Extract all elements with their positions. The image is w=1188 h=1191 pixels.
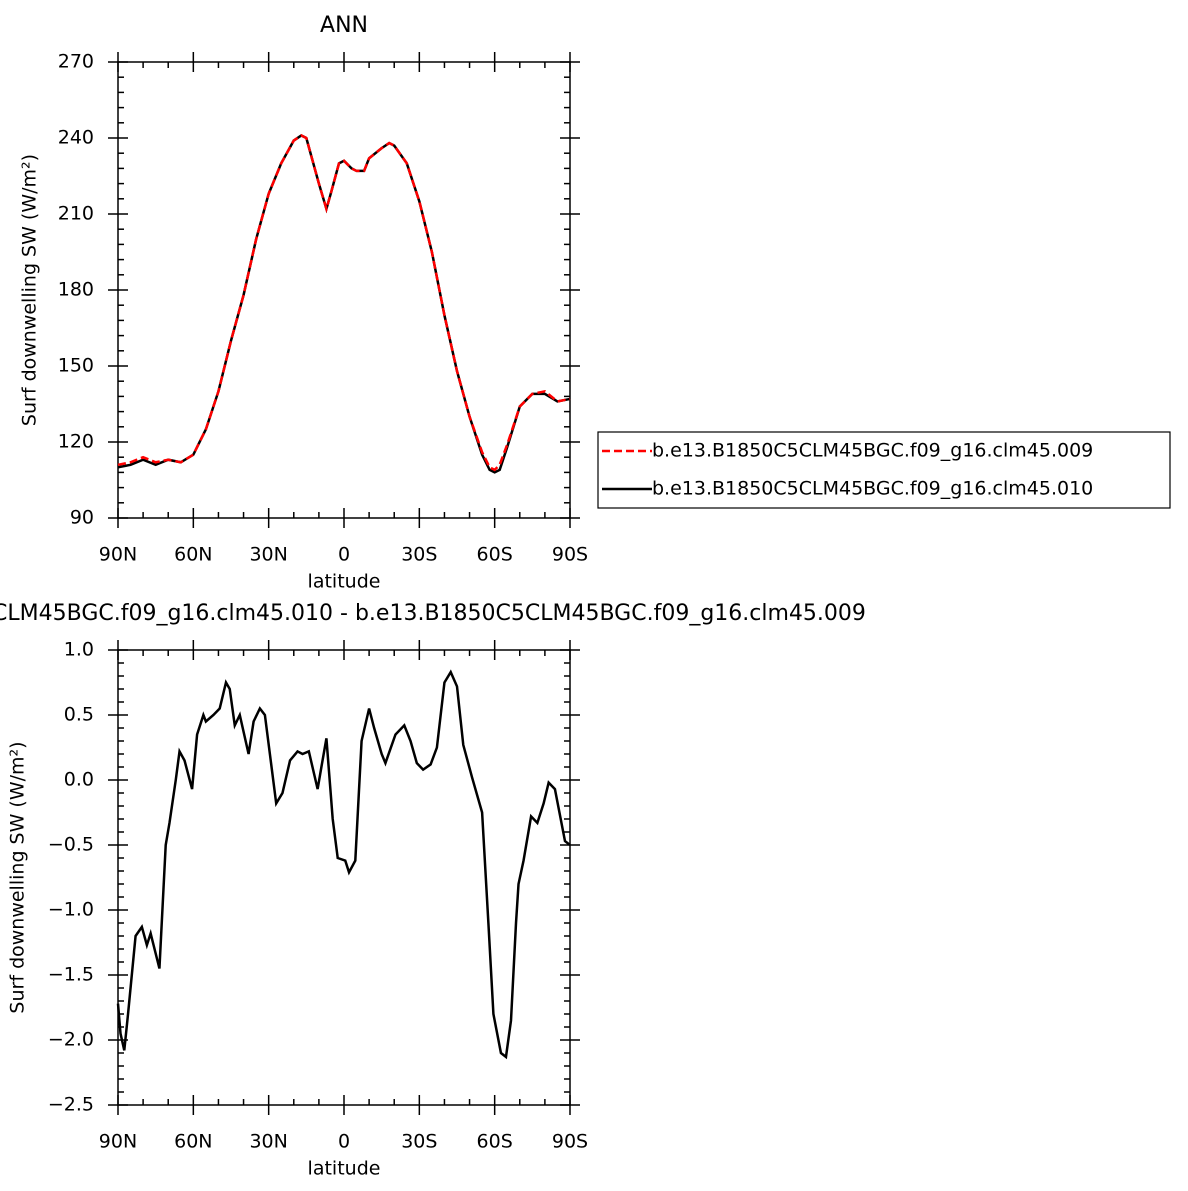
x-tick-label: 30S (401, 544, 437, 566)
y-tick-label: 120 (58, 431, 94, 453)
y-tick-label: 180 (58, 279, 94, 301)
y-tick-label: 0.0 (64, 769, 94, 791)
y-tick-label: −1.0 (48, 899, 94, 921)
x-axis-label: latitude (308, 571, 381, 593)
y-tick-label: 210 (58, 203, 94, 225)
x-tick-label: 30S (401, 1131, 437, 1153)
y-tick-label: 0.5 (64, 704, 94, 726)
legend-label: b.e13.B1850C5CLM45BGC.f09_g16.clm45.009 (652, 440, 1093, 462)
y-axis-label: Surf downwelling SW (W/m²) (7, 741, 29, 1013)
plot-frame (117, 61, 571, 519)
x-tick-label: 90N (99, 544, 137, 566)
x-tick-label: 60S (477, 544, 513, 566)
y-tick-label: −1.5 (48, 964, 94, 986)
series-line (117, 134, 571, 474)
x-tick-label: 0 (338, 1131, 350, 1153)
series-line (116, 669, 571, 1060)
x-axis-label: latitude (308, 1158, 381, 1180)
plot-frame (117, 649, 571, 1106)
legend-box (597, 431, 1171, 509)
y-tick-label: 150 (58, 355, 94, 377)
y-axis-label: Surf downwelling SW (W/m²) (19, 154, 41, 426)
series-line (117, 134, 571, 472)
chart-title: b.e13.B1850C5CLM45BGC.f09_g16.clm45.010 … (0, 601, 866, 626)
x-tick-label: 90S (552, 544, 588, 566)
y-tick-label: −2.0 (48, 1029, 94, 1051)
y-tick-label: −0.5 (48, 834, 94, 856)
y-tick-label: 270 (58, 51, 94, 73)
y-tick-label: −2.5 (48, 1094, 94, 1116)
x-tick-label: 30N (249, 1131, 287, 1153)
x-tick-label: 90N (99, 1131, 137, 1153)
y-tick-label: 90 (70, 507, 94, 529)
legend-label: b.e13.B1850C5CLM45BGC.f09_g16.clm45.010 (652, 478, 1093, 500)
x-tick-label: 0 (338, 544, 350, 566)
x-tick-label: 60S (477, 1131, 513, 1153)
y-tick-label: 1.0 (64, 639, 94, 661)
x-tick-label: 60N (174, 544, 212, 566)
x-tick-label: 30N (249, 544, 287, 566)
chart-title: ANN (320, 13, 368, 38)
y-tick-label: 240 (58, 127, 94, 149)
x-tick-label: 90S (552, 1131, 588, 1153)
x-tick-label: 60N (174, 1131, 212, 1153)
